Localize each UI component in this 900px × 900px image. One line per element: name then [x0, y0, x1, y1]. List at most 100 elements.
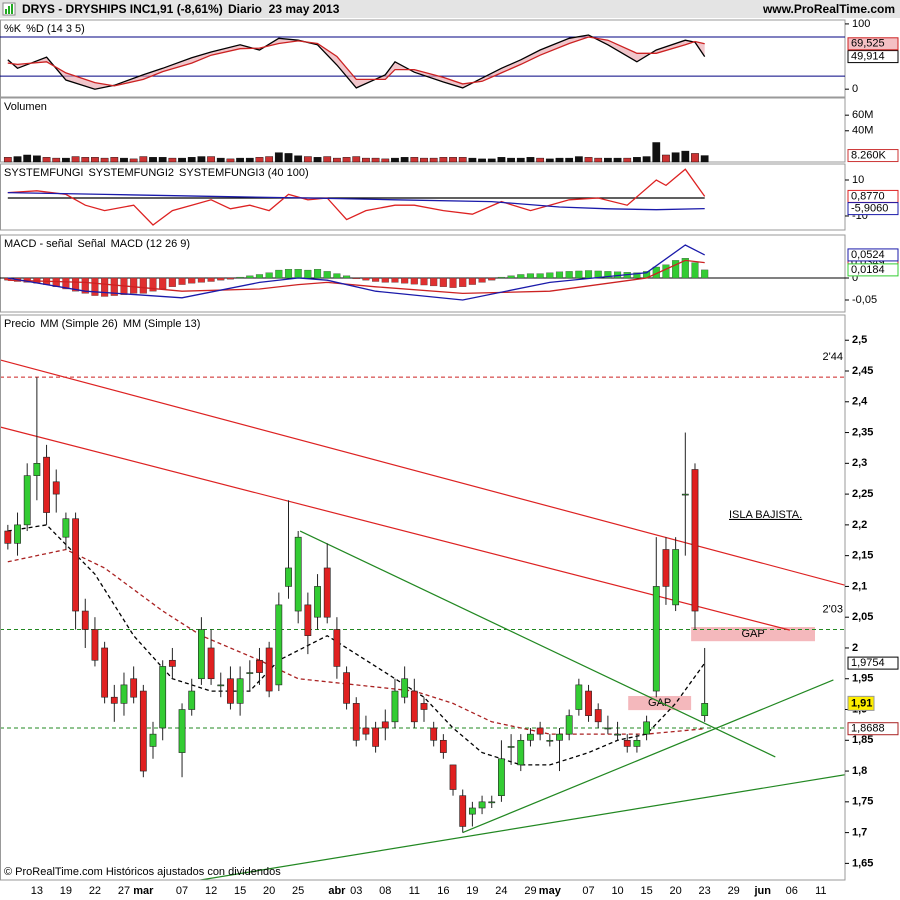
panel-frame — [0, 234, 846, 313]
candle-body — [14, 524, 21, 544]
x-tick-label: 15 — [640, 885, 652, 897]
x-tick-label: abr — [328, 885, 346, 897]
x-tick-label: 16 — [437, 885, 449, 897]
histogram-bar — [459, 277, 467, 287]
series-line — [7, 259, 705, 295]
legend-entry: Volumen — [4, 101, 47, 113]
volume-bar — [52, 157, 61, 163]
last-value-box — [847, 50, 899, 64]
panel-frame — [0, 97, 846, 163]
y-tick-label: 100 — [852, 18, 870, 30]
candle-body — [91, 629, 99, 661]
candle-body — [72, 518, 79, 612]
candle-body — [23, 475, 31, 526]
candle-body — [633, 739, 641, 747]
volume-bar — [323, 156, 332, 163]
candle-body — [478, 801, 486, 809]
histogram-bar — [410, 277, 418, 285]
candle-body — [556, 733, 563, 741]
candle-body — [439, 739, 447, 753]
candle-body — [536, 727, 544, 735]
volume-bar — [439, 157, 448, 163]
x-tick-label: 12 — [205, 885, 217, 897]
last-value-label: 0,0524 — [851, 249, 885, 261]
volume-bar — [149, 157, 157, 163]
y-tick-label: 2,5 — [852, 334, 867, 346]
candle-body — [401, 678, 409, 698]
volume-bar — [594, 157, 603, 163]
candle-body — [507, 746, 515, 748]
last-value-label: 0,0184 — [851, 264, 885, 276]
x-tick-label: 29 — [524, 885, 536, 897]
histogram-bar — [517, 274, 525, 279]
candle-body — [198, 629, 205, 680]
x-tick-label: jun — [753, 885, 771, 897]
histogram-bar — [584, 270, 593, 279]
legend-entry: SYSTEMFUNGI — [4, 167, 83, 179]
volume-bar — [700, 155, 709, 163]
volume-bar — [400, 157, 409, 163]
candle-body — [643, 721, 650, 735]
y-tick-label: 1,85 — [852, 734, 873, 746]
histogram-bar — [265, 272, 273, 279]
last-value-label: 49,914 — [851, 51, 885, 63]
candle-body — [420, 703, 428, 710]
candle-body — [178, 709, 186, 753]
histogram-bar — [391, 277, 399, 283]
x-tick-label: 22 — [89, 885, 101, 897]
candle-body — [691, 469, 699, 612]
histogram-bar — [701, 269, 709, 279]
candle-body — [314, 586, 321, 618]
candle-body — [468, 807, 476, 815]
logo-bar — [5, 9, 7, 14]
volume-bar — [42, 157, 51, 163]
volume-bar — [178, 157, 186, 163]
histogram-bar — [362, 277, 370, 281]
candle-body — [275, 604, 283, 686]
histogram-bar — [168, 277, 176, 287]
series-line — [7, 548, 705, 735]
candle-body — [256, 659, 263, 673]
candle-body — [168, 659, 176, 667]
candle-body — [120, 684, 128, 704]
x-tick-label: 23 — [699, 885, 711, 897]
histogram-bar — [333, 273, 341, 279]
candle-body — [285, 567, 292, 587]
volume-bar — [120, 157, 128, 163]
volume-bar — [458, 157, 467, 163]
volume-bar — [236, 157, 244, 163]
candle-body — [4, 530, 12, 544]
volume-bar — [497, 157, 506, 163]
volume-bar — [574, 156, 583, 163]
y-tick-label: 2,2 — [852, 519, 867, 531]
histogram-bar — [691, 262, 699, 279]
candle-body — [333, 629, 341, 667]
candle-body — [43, 456, 50, 513]
histogram-bar — [323, 271, 331, 279]
legend-entry: Precio — [4, 318, 35, 330]
candle-body — [33, 463, 41, 476]
histogram-bar — [62, 277, 70, 290]
volume-bar — [129, 158, 138, 163]
y-tick-label: 10 — [852, 174, 864, 186]
x-tick-label: 03 — [350, 885, 362, 897]
volume-bar — [478, 158, 486, 163]
histogram-bar — [207, 277, 215, 282]
volume-bar — [62, 157, 70, 163]
candle-body — [623, 739, 631, 747]
last-value-label: 8.260K — [851, 149, 887, 161]
series-line — [7, 191, 705, 211]
y-tick-label: 1,95 — [852, 673, 873, 685]
logo-bar — [8, 6, 10, 14]
last-value-box — [847, 37, 899, 51]
histogram-bar — [681, 258, 689, 279]
legend-entry: MM (Simple 13) — [123, 318, 201, 330]
y-tick-label: 2,15 — [852, 550, 873, 562]
volume-bar — [333, 157, 341, 163]
series-line — [7, 168, 706, 226]
volume-bar — [226, 158, 235, 163]
volume-bar — [391, 157, 399, 163]
volume-bar — [13, 156, 22, 163]
histogram-bar — [439, 277, 447, 287]
candle-body — [294, 536, 302, 612]
